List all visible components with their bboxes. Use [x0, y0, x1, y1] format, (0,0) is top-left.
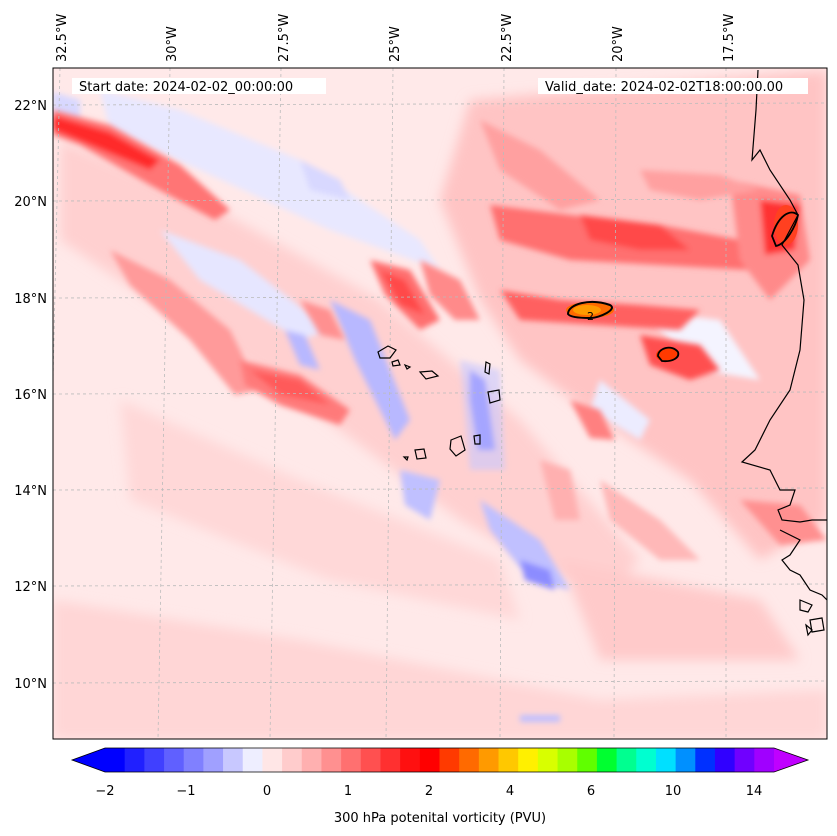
lat-label: 14°N — [14, 484, 47, 499]
pv-core-north — [566, 301, 614, 320]
colorbar-swatch — [124, 748, 145, 772]
colorbar-swatch — [144, 748, 165, 772]
colorbar-swatch — [223, 748, 244, 772]
colorbar-swatch — [203, 748, 224, 772]
colorbar-swatch — [675, 748, 696, 772]
colorbar-swatch — [360, 748, 381, 772]
lon-label: 22.5°W — [500, 14, 515, 62]
lat-label: 16°N — [14, 388, 47, 403]
pv-field-negative — [53, 90, 760, 722]
colorbar-tick-label: 2 — [425, 784, 433, 799]
colorbar-frame — [70, 747, 810, 773]
islands — [377, 345, 501, 462]
lon-label: 25°W — [388, 26, 403, 62]
colorbar-swatch — [695, 748, 716, 772]
lon-label: 32.5°W — [55, 14, 70, 62]
pv-contour-2 — [566, 301, 613, 320]
colorbar-tick-label: −1 — [176, 784, 195, 799]
colorbar-swatch — [754, 748, 775, 772]
colorbar-swatch — [262, 748, 283, 772]
colorbar-tick-label: −2 — [95, 784, 114, 799]
colorbar-swatch — [419, 748, 440, 772]
colorbar-swatch — [636, 748, 657, 772]
colorbar-swatch — [518, 748, 539, 772]
valid-date-label: Valid_date: 2024-02-02T18:00:00.00 — [545, 80, 783, 95]
map-panel: 2 — [53, 68, 827, 739]
colorbar-swatch — [498, 748, 519, 772]
lon-label: 17.5°W — [722, 14, 737, 62]
valid-date-box — [538, 78, 808, 94]
lat-label: 22°N — [14, 99, 47, 114]
lat-label: 20°N — [14, 195, 47, 210]
colorbar-swatch — [380, 748, 401, 772]
latitude-labels: 22°N 20°N 18°N 16°N 14°N 12°N 10°N — [14, 99, 47, 692]
start-date-label: Start date: 2024-02-02_00:00:00 — [79, 80, 293, 95]
colorbar-swatch — [321, 748, 342, 772]
map-frame — [52, 67, 828, 740]
pv-field-positive — [53, 110, 827, 560]
coastline — [740, 69, 827, 637]
colorbar-tick-label: 0 — [263, 784, 271, 799]
colorbar-swatch — [164, 748, 185, 772]
colorbar-title: 300 hPa potenital vorticity (PVU) — [334, 811, 546, 826]
contour-label: 2 — [587, 310, 594, 323]
colorbar-swatch — [282, 748, 303, 772]
lon-label: 27.5°W — [277, 14, 292, 62]
colorbar-tick-label: 10 — [665, 784, 682, 799]
colorbar — [70, 747, 810, 773]
colorbar-swatch — [183, 748, 204, 772]
colorbar-swatch — [734, 748, 755, 772]
start-date-box — [72, 78, 326, 94]
colorbar-swatch — [655, 748, 677, 772]
colorbar-swatch — [439, 748, 460, 772]
pv-contour-2b — [657, 346, 680, 363]
lat-label: 18°N — [14, 292, 47, 307]
lon-label: 30°W — [165, 26, 180, 62]
colorbar-swatch — [242, 748, 263, 772]
colorbar-swatch — [577, 748, 598, 772]
colorbar-swatch — [341, 748, 362, 772]
colorbar-tick-label: 4 — [506, 784, 514, 799]
colorbar-ticks: −2 −1 0 1 2 4 6 10 14 — [95, 784, 762, 799]
colorbar-swatch — [714, 748, 736, 772]
colorbar-swatch — [616, 748, 637, 772]
colorbar-swatch — [537, 748, 559, 772]
colorbar-swatch — [478, 748, 500, 772]
pv-core-south — [656, 346, 680, 363]
colorbar-extend-min — [72, 748, 105, 772]
colorbar-swatch — [105, 748, 126, 772]
colorbar-tick-label: 14 — [746, 784, 763, 799]
colorbar-swatch — [400, 748, 421, 772]
colorbar-extend-max — [774, 748, 808, 772]
lat-label: 10°N — [14, 677, 47, 692]
colorbar-swatch — [459, 748, 480, 772]
colorbar-tick-label: 6 — [587, 784, 595, 799]
longitude-labels: 32.5°W 30°W 27.5°W 25°W 22.5°W 20°W 17.5… — [55, 14, 737, 62]
colorbar-swatch — [557, 748, 578, 772]
colorbar-tick-label: 1 — [344, 784, 352, 799]
lat-label: 12°N — [14, 580, 47, 595]
colorbar-swatch — [596, 748, 618, 772]
colorbar-swatch — [301, 748, 322, 772]
graticule — [53, 68, 827, 739]
lon-label: 20°W — [611, 26, 626, 62]
